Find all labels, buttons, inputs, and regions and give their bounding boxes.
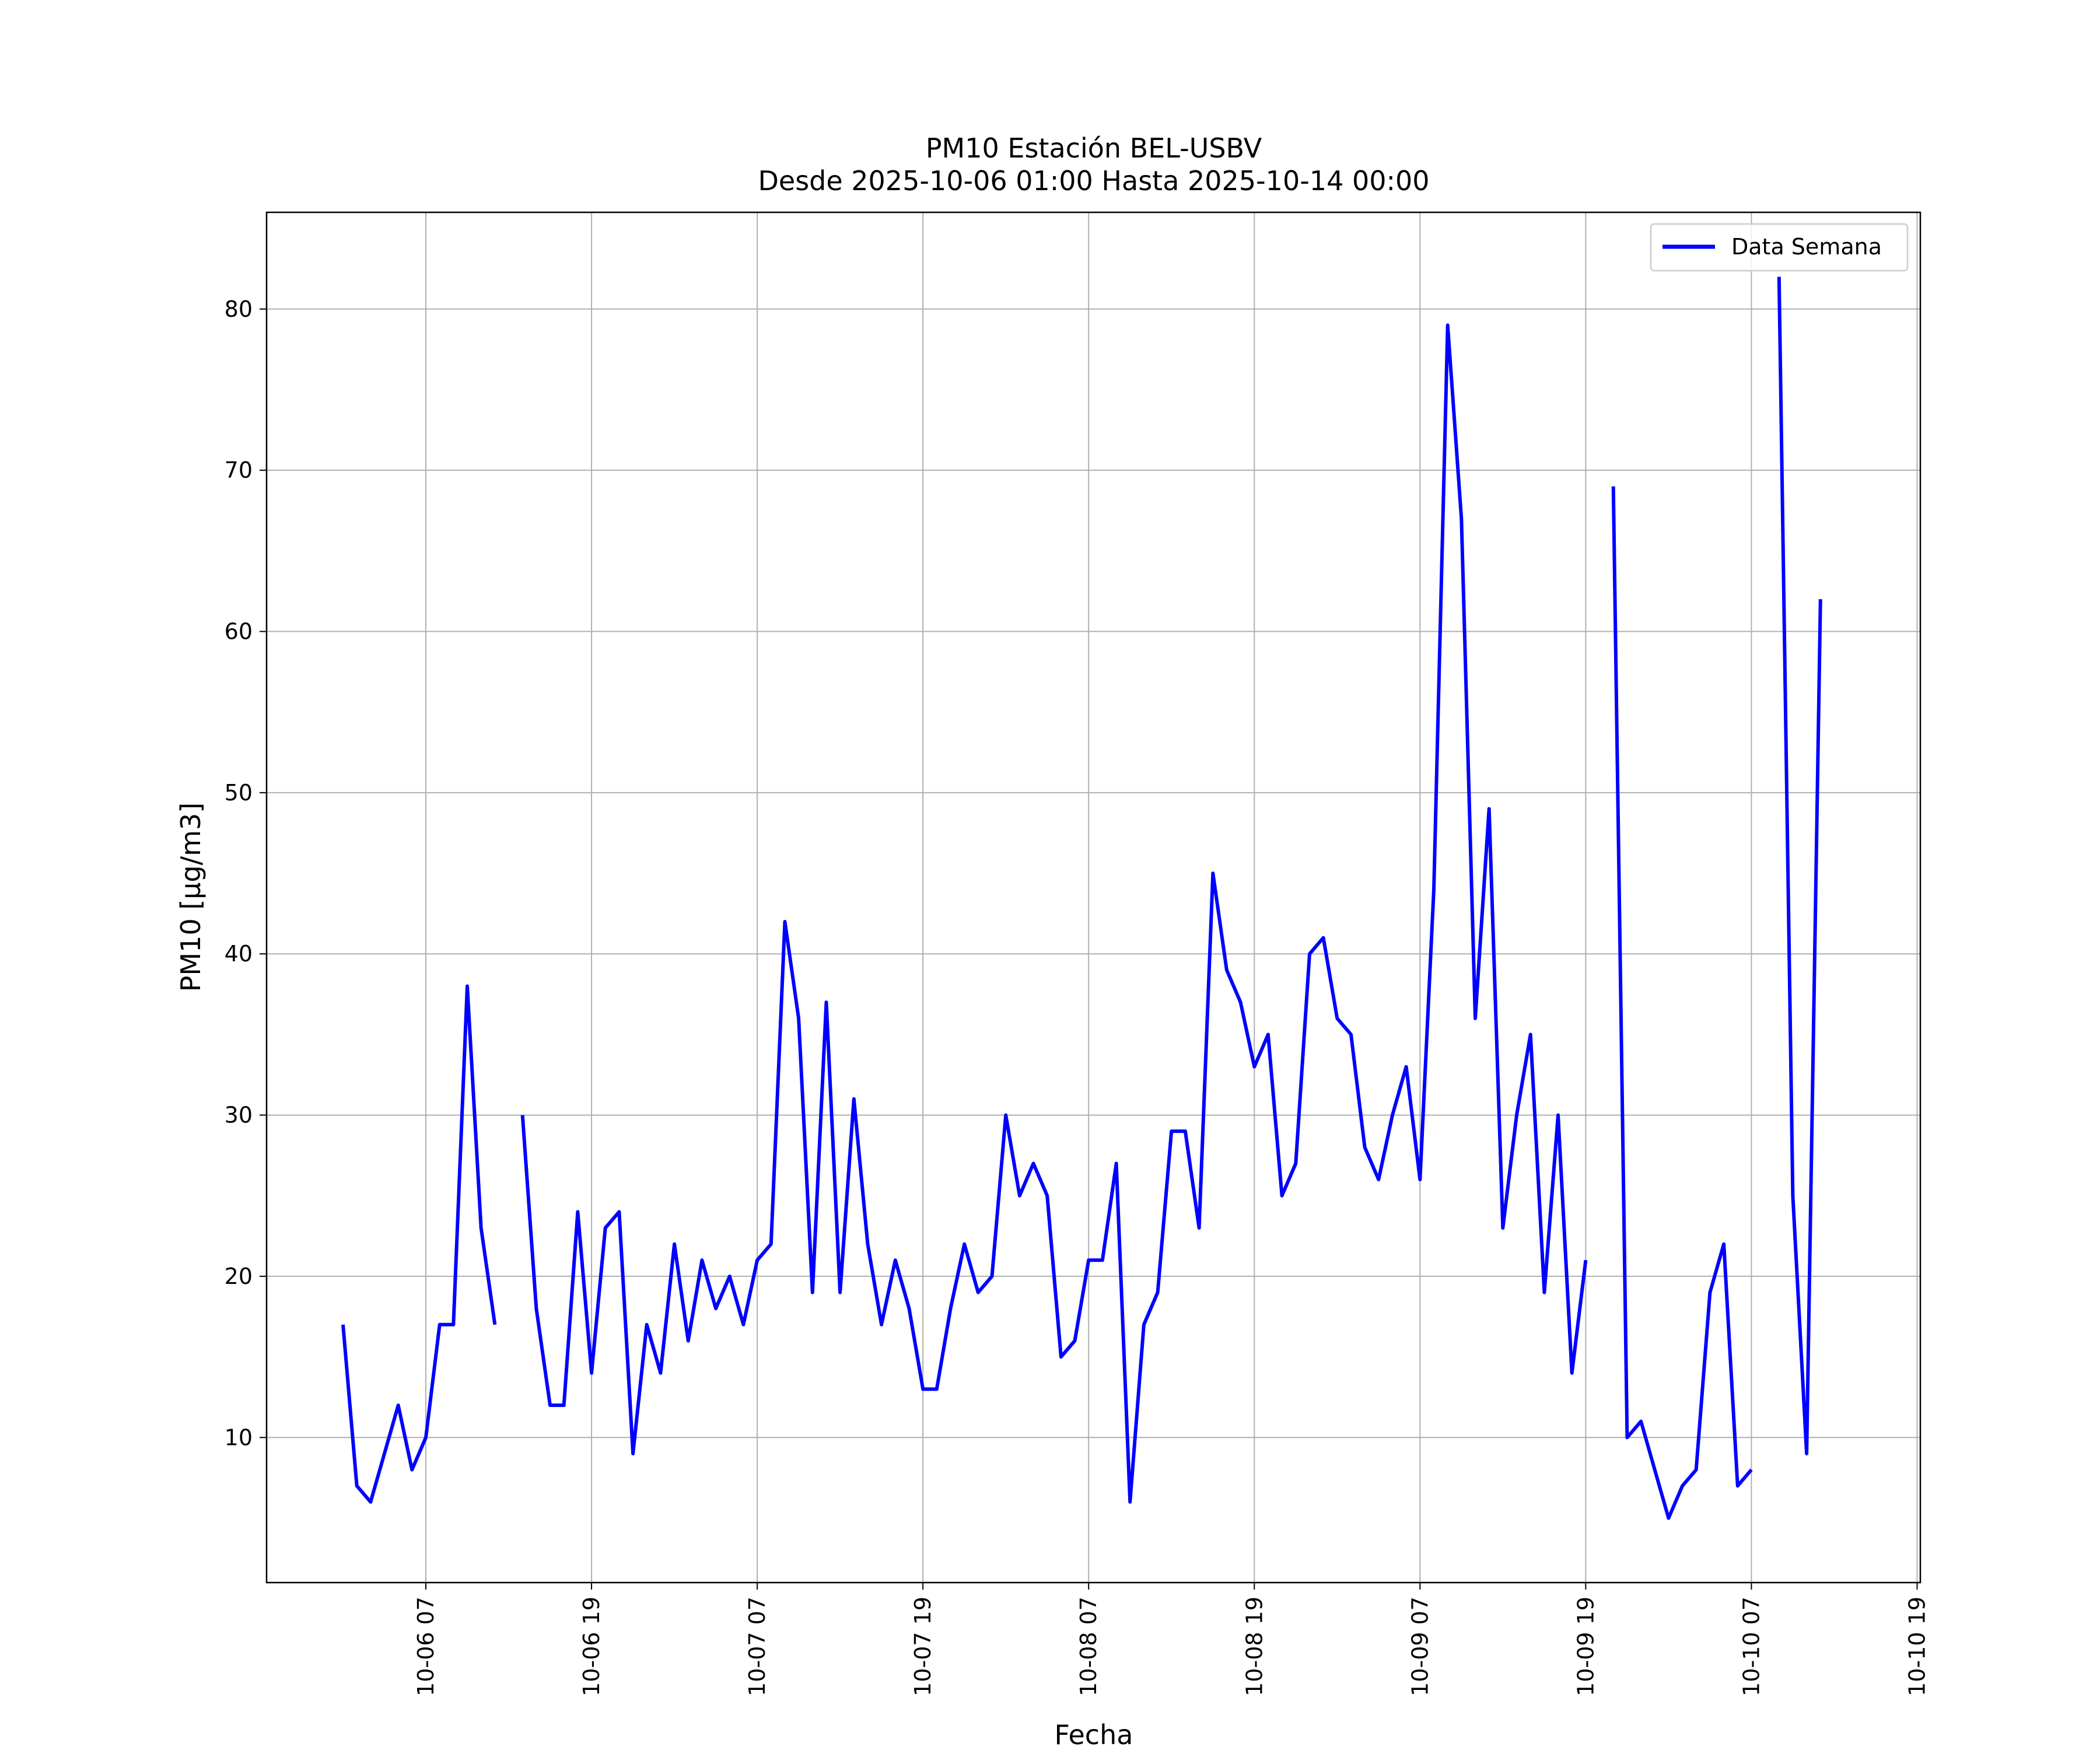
y-tick-label: 50 [225,780,253,806]
y-tick-label: 20 [225,1264,253,1289]
chart-title: PM10 Estación BEL-USBV [926,132,1262,164]
series-segment [520,323,1588,1504]
y-axis-ticks: 10 20 30 40 50 60 70 80 [225,296,267,1450]
x-tick-label: 10-09 19 [1573,1597,1598,1696]
y-tick-label: 60 [225,619,253,645]
axes-frame [265,211,1922,1584]
x-tick-label: 10-08 07 [1076,1597,1101,1696]
x-axis-label: Fecha [1055,1719,1133,1750]
y-tick-label: 80 [225,296,253,322]
x-tick-label: 10-10 07 [1738,1597,1764,1696]
legend: Data Semana [1650,223,1909,272]
x-tick-label: 10-07 19 [910,1597,936,1696]
y-tick-label: 10 [225,1424,253,1450]
x-tick-label: 10-07 07 [744,1597,770,1696]
series-segment [1777,276,1822,1455]
legend-box [1650,223,1909,272]
chart-subtitle: Desde 2025-10-06 01:00 Hasta 2025-10-14 … [758,165,1429,197]
x-tick-label: 10-06 19 [579,1597,604,1696]
x-tick-label: 10-10 19 [1904,1597,1930,1696]
x-tick-label: 10-06 07 [413,1597,439,1696]
x-tick-label: 10-08 19 [1241,1597,1267,1696]
plot-area [341,276,1822,1520]
series-segment [341,984,497,1504]
y-tick-label: 70 [225,457,253,483]
series-segment [1611,486,1753,1520]
x-tick-label: 10-09 07 [1407,1597,1433,1696]
legend-label: Data Semana [1731,234,1882,260]
y-tick-label: 30 [225,1102,253,1128]
y-tick-label: 40 [225,941,253,967]
x-axis-ticks: 10-06 07 10-06 19 10-07 07 10-07 19 10-08 07… [413,1583,1930,1696]
y-axis-label: PM10 [μg/m3] [175,803,206,992]
series-line [341,276,1822,1520]
